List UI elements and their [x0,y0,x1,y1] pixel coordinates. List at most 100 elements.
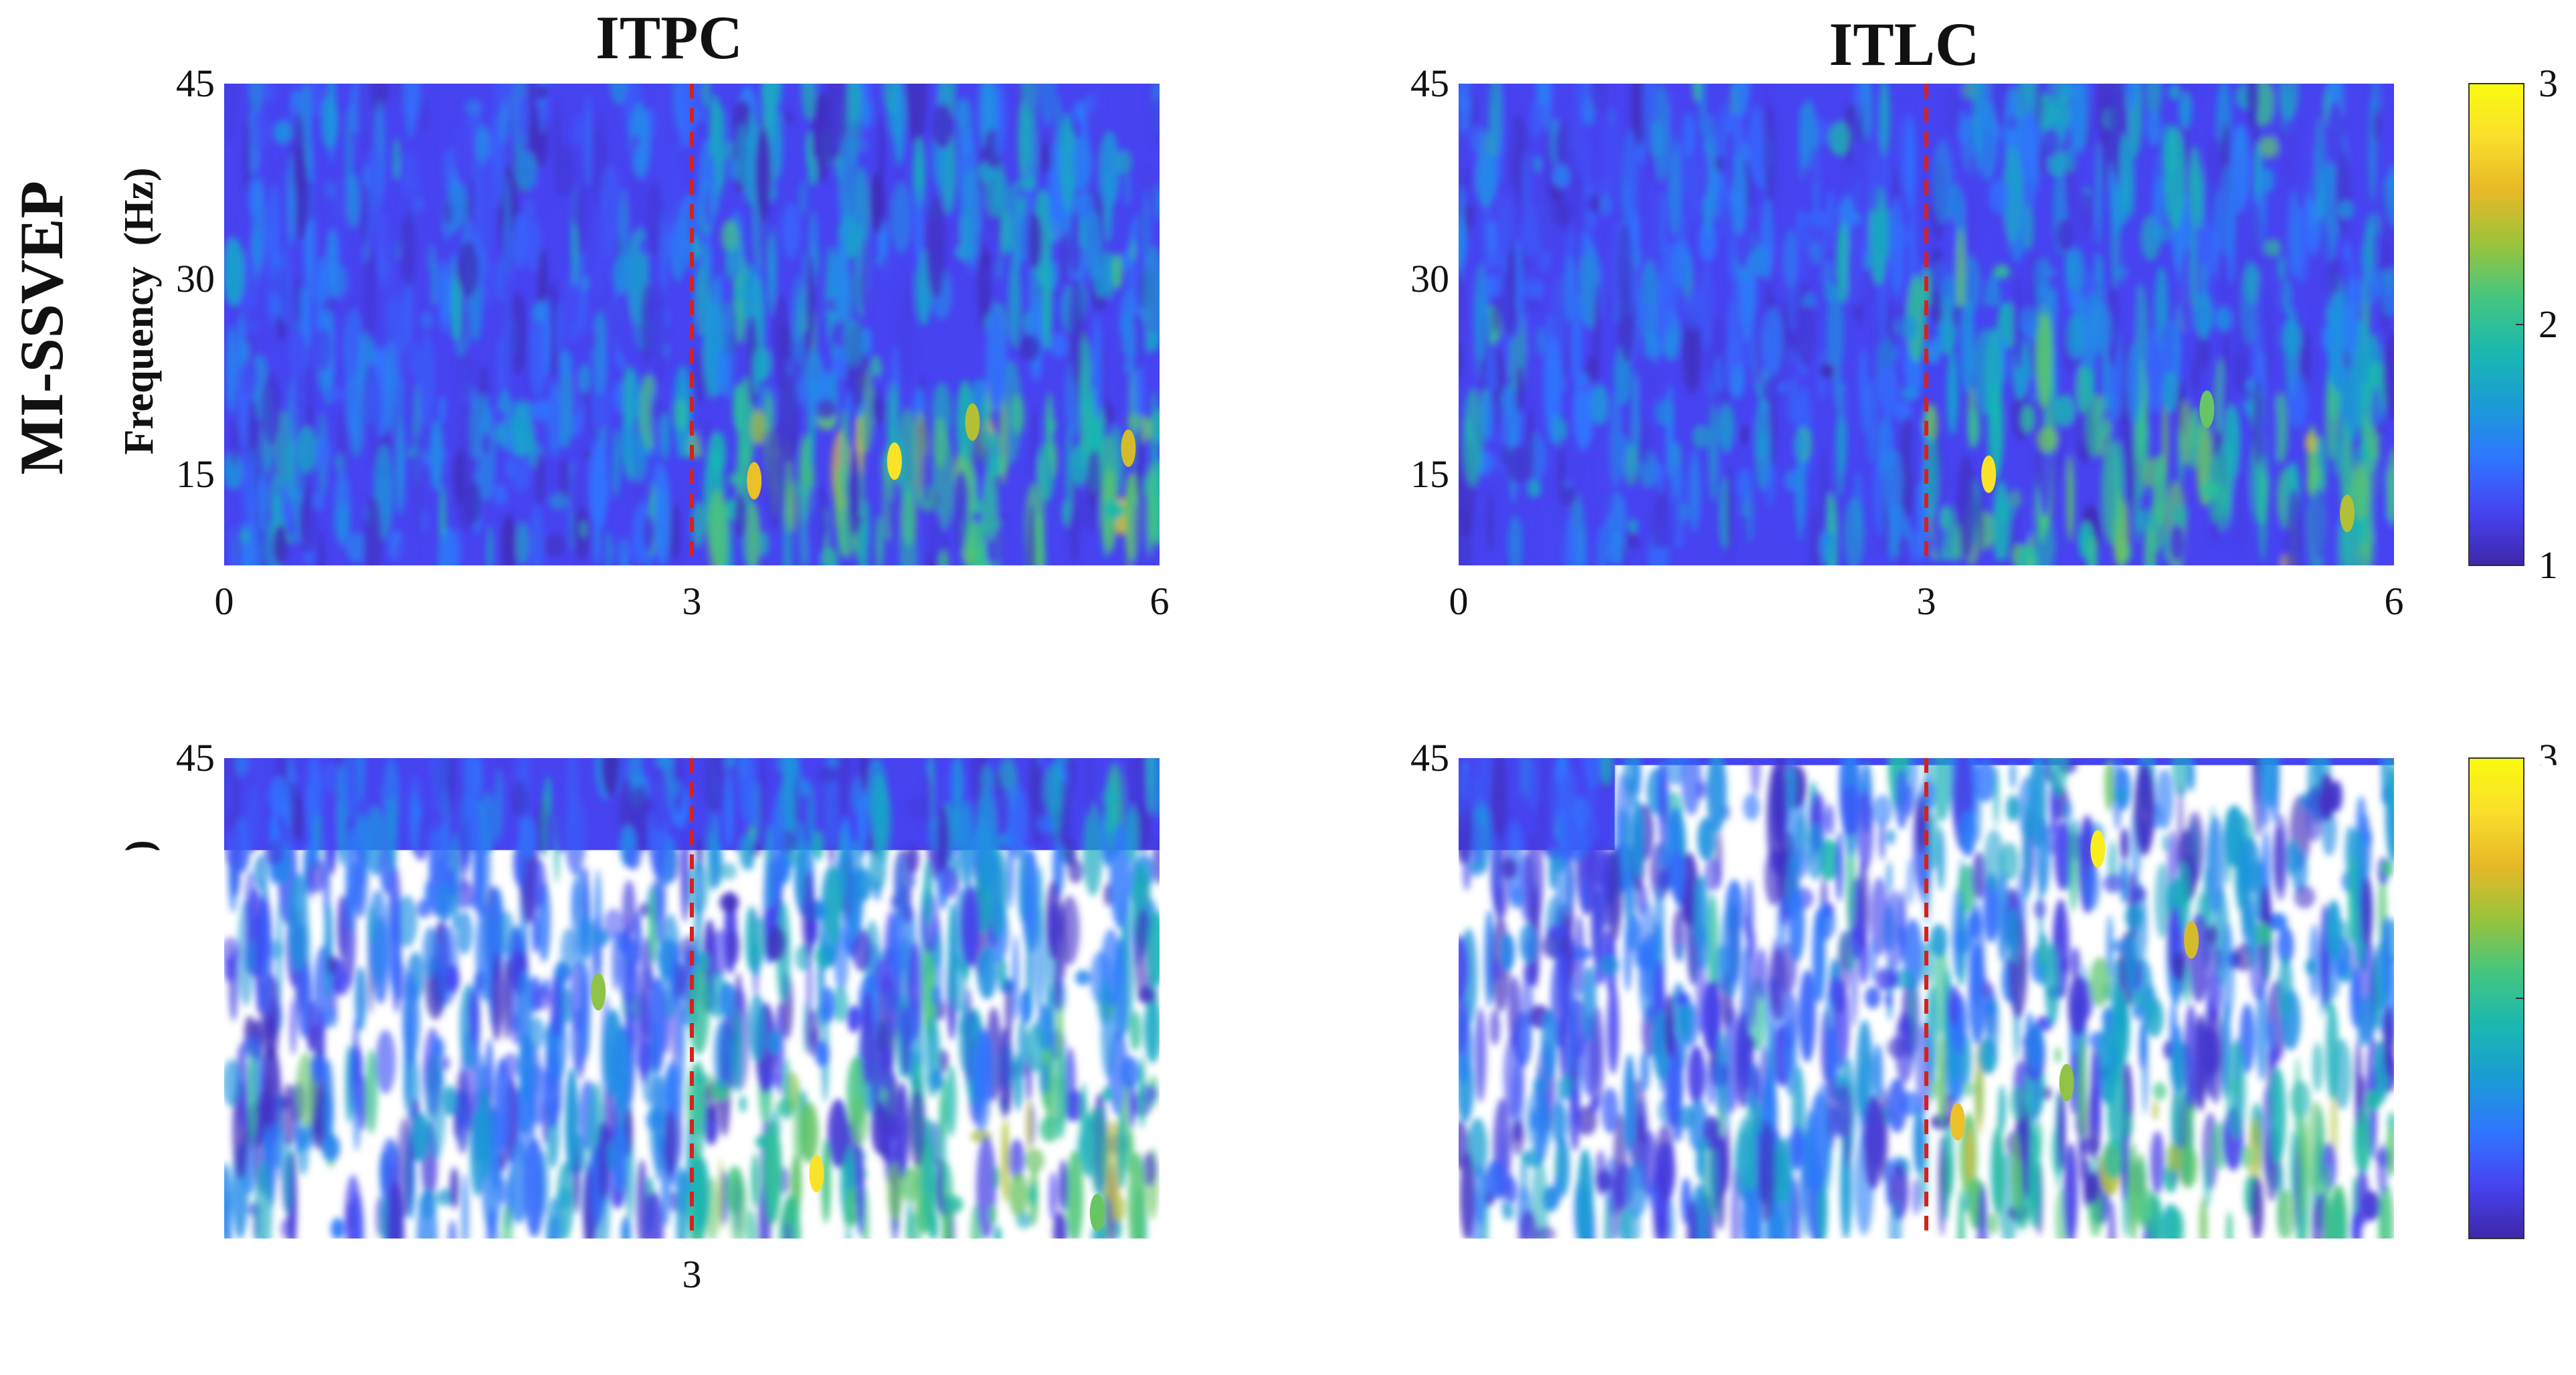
heatmap-cell [2010,761,2016,789]
heatmap-cell [1050,759,1061,842]
heatmap-cell [1851,926,1866,940]
heatmap-cell [327,229,339,298]
heatmap-cell [998,957,1006,986]
heatmap-cell [1026,1098,1032,1153]
heatmap-cell [2084,865,2100,911]
heatmap-cell [2268,1019,2274,1054]
heatmap-cell [2028,1133,2041,1228]
heatmap-cell [2091,1049,2102,1137]
heatmap-cell [1560,805,1566,854]
heatmap-cell [1828,1028,1837,1081]
heatmap-cell [225,773,233,818]
heatmap-cell [458,1105,467,1148]
heatmap-cell [1905,116,1916,213]
heatmap-cell [276,900,282,1007]
heatmap-cell [2021,405,2034,433]
heatmap-cell [2294,1057,2301,1158]
heatmap-cell [285,438,296,502]
heatmap-cell [1542,38,1552,132]
heatmap-cell [1067,1150,1084,1244]
heatmap-cell [511,781,529,818]
heatmap-cell [1550,1103,1568,1144]
heatmap-cell [1582,876,1589,913]
heatmap-cell [2199,1198,2207,1253]
heatmap-cell [318,529,325,599]
heatmap-cell [307,783,312,828]
heatmap-cell [1548,769,1556,846]
heatmap-cell [520,818,537,860]
heatmap-cell [501,514,517,576]
heatmap-cell [255,908,263,1015]
heatmap-cell [1086,450,1103,509]
heatmap-cell [2273,814,2288,901]
heatmap-cell [1784,229,1797,288]
heatmap-cell [2129,1142,2137,1243]
heatmap-cell [1515,364,1524,413]
heatmap-cell [719,893,739,913]
heatmap-cell [767,1030,781,1055]
heatmap-cell [813,830,823,861]
heatmap-cell [2344,242,2351,262]
heatmap-cell [1067,763,1073,842]
heatmap-cell [438,925,459,1004]
heatmap-cell [2125,904,2144,929]
heatmap-cell [2371,387,2381,435]
heatmap-cell [1999,1085,2006,1132]
heatmap-cell [2042,128,2059,158]
heatmap-cell [402,977,420,1063]
heatmap-cell [606,531,612,571]
heatmap-cell [1013,241,1022,270]
colorbar-tick-label: 2 [2539,979,2558,1018]
heatmap-cell [1689,450,1701,532]
heatmap-cell [2013,161,2019,199]
heatmap-cell [1860,395,1873,445]
heatmap-cell [1018,175,1037,191]
heatmap-cell [1808,148,1823,186]
heatmap-cell [737,123,747,185]
heatmap-cell [462,1173,469,1258]
heatmap-cell [594,929,610,946]
heatmap-cell [1508,515,1523,572]
heatmap-cell [980,396,990,448]
heatmap-cell [426,1053,446,1160]
heatmap-cell [994,770,1002,795]
heatmap-cell [1604,1196,1612,1275]
heatmap-cell [959,1002,971,1073]
heatmap-cell [499,1175,505,1204]
heatmap-cell [1958,1188,1964,1285]
heatmap-cell [1617,223,1633,314]
heatmap-cell [481,432,491,457]
heatmap-cell [2389,448,2398,527]
heatmap-cell [1573,796,1588,830]
heatmap-cell [2337,201,2354,219]
heatmap-cell [1147,911,1166,987]
heatmap-cell [1490,1009,1501,1046]
heatmap-cell [1593,887,1600,988]
heatmap-cell [1009,1172,1028,1217]
heatmap-cell [1623,1054,1635,1152]
heatmap-cell [359,183,370,248]
heatmap-cell [223,238,244,307]
heatmap-cell [1544,494,1564,588]
heatmap-cell [729,472,747,486]
heatmap-cell [327,60,336,142]
heatmap-cell [277,245,292,326]
heatmap-cell [502,959,513,1040]
heatmap-cell [1553,164,1570,188]
heatmap-cell [2259,136,2279,159]
heatmap-cell [943,1196,963,1214]
heatmap-cell [999,395,1007,486]
heatmap-cell [826,865,841,943]
heatmap-cell [1046,881,1062,959]
heatmap-cell [1856,1065,1866,1119]
heatmap-cell [262,1015,279,1059]
heatmap-cell [470,1108,485,1196]
heatmap-cell [1785,749,1795,771]
heatmap-cell [2152,1082,2167,1100]
heatmap-cell [440,259,449,333]
heatmap-cell [1655,399,1674,426]
heatmap-cell [1975,786,1982,843]
heatmap-cell [972,511,983,525]
heatmap-cell [396,414,405,516]
heatmap-cell [288,873,308,973]
